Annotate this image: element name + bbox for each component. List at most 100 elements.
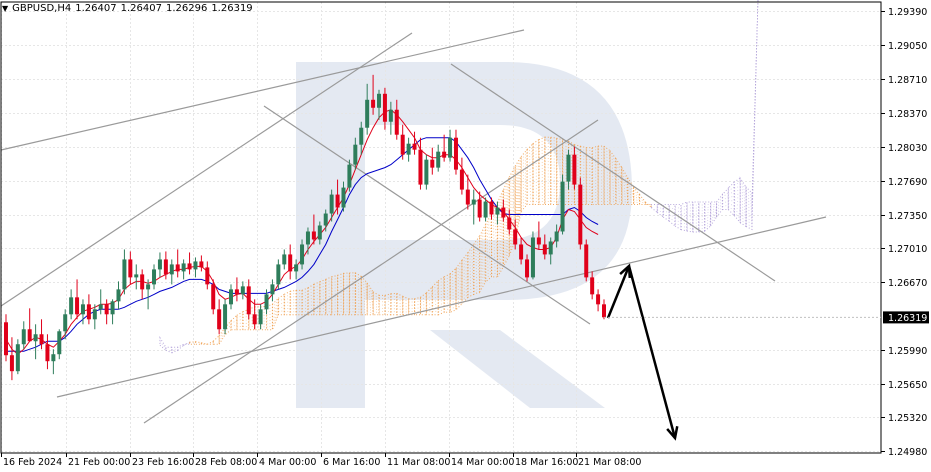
cloud-hatch [556, 174, 563, 176]
cloud-hatch [449, 271, 457, 278]
cloud-segment [639, 193, 646, 206]
cloud-hatch [520, 186, 528, 194]
cloud-hatch [331, 281, 338, 284]
cloud-hatch [615, 185, 622, 191]
cloud-hatch [384, 297, 391, 299]
cloud-hatch [503, 213, 510, 226]
cloud-hatch [479, 248, 486, 260]
cloud-segment [455, 258, 463, 312]
cloud-hatch [520, 195, 528, 203]
cloud-hatch [580, 170, 587, 172]
cloud-hatch [568, 155, 575, 160]
candle-body [63, 314, 68, 332]
cloud-hatch [698, 221, 705, 224]
cloud-hatch [592, 179, 599, 181]
cloud-hatch [325, 295, 332, 298]
cloud-segment [686, 201, 694, 233]
cloud-hatch [739, 204, 747, 211]
cloud-hatch [272, 312, 279, 327]
cloud-hatch [426, 290, 433, 297]
cloud-hatch [307, 287, 315, 292]
cloud-hatch [580, 179, 587, 181]
cloud-hatch [479, 269, 486, 281]
trendline [0, 29, 525, 151]
candle-body [353, 144, 358, 165]
cloud-hatch [426, 310, 433, 313]
cloud-hatch [514, 196, 522, 220]
cloud-hatch [592, 167, 599, 169]
cloud-hatch [574, 162, 581, 165]
cloud-hatch [603, 191, 610, 194]
cloud-hatch [444, 299, 451, 301]
cloud-segment [372, 290, 380, 316]
cloud-hatch [556, 140, 563, 143]
cloud-hatch [438, 286, 445, 291]
cloud-hatch [556, 168, 563, 170]
cloud-hatch [698, 227, 705, 230]
cloud-hatch [248, 322, 255, 325]
cloud-hatch [218, 329, 226, 339]
cloud-hatch [301, 300, 309, 303]
cloud-hatch [396, 305, 403, 308]
cloud-hatch [508, 191, 516, 205]
cloud-hatch [331, 299, 338, 301]
cloud-hatch [313, 301, 320, 303]
cloud-hatch [278, 310, 285, 312]
candle-body [602, 304, 606, 318]
cloud-segment [189, 341, 196, 345]
cloud-hatch [414, 300, 421, 303]
cloud-hatch [615, 191, 622, 196]
candle-body [98, 304, 103, 310]
cloud-hatch [444, 283, 451, 287]
cloud-hatch [621, 201, 628, 203]
cloud-hatch [716, 197, 723, 206]
cloud-hatch [313, 288, 320, 291]
collapse-triangle-icon[interactable]: ▼ [2, 4, 9, 13]
cloud-hatch [609, 180, 617, 185]
cloud-hatch [361, 299, 368, 303]
cloud-hatch [609, 177, 617, 182]
cloud-hatch [550, 158, 557, 160]
cloud-hatch [248, 316, 255, 319]
cloud-hatch [562, 154, 569, 156]
cloud-hatch [562, 142, 569, 145]
cloud-hatch [467, 267, 474, 274]
cloud-hatch [538, 167, 545, 170]
cloud-hatch [218, 332, 226, 342]
cloud-hatch [526, 160, 534, 166]
cloud-hatch [497, 257, 504, 269]
x-tick-label: 21 Mar 08:00 [578, 457, 641, 468]
cloud-hatch [686, 227, 693, 230]
cloud-hatch [603, 185, 611, 188]
candle-body [382, 93, 387, 122]
candle-body [258, 309, 263, 325]
cloud-hatch [497, 251, 504, 263]
cloud-hatch [396, 308, 403, 310]
cloud-hatch [680, 226, 687, 228]
cloud-hatch [562, 157, 569, 159]
cloud-hatch [556, 146, 563, 149]
cloud-hatch [722, 200, 729, 204]
cloud-hatch [710, 211, 717, 218]
cloud-segment [550, 136, 558, 206]
cloud-hatch [449, 274, 457, 281]
cloud-hatch [414, 307, 421, 309]
candle-body [9, 355, 14, 372]
cloud-hatch [497, 242, 504, 254]
cloud-hatch [355, 302, 362, 305]
cloud-hatch [242, 319, 249, 322]
candle-body [240, 286, 245, 295]
candle-body [116, 289, 121, 302]
cloud-hatch [242, 312, 249, 316]
cloud-segment [207, 340, 214, 345]
high-value: 1.26407 [120, 3, 162, 14]
y-tick-label: 1.25990 [888, 346, 927, 357]
cloud-hatch [704, 216, 711, 220]
candle-body [163, 259, 168, 275]
cloud-hatch [674, 222, 682, 227]
cloud-hatch [574, 165, 581, 167]
cloud-hatch [680, 212, 687, 215]
cloud-hatch [319, 288, 326, 292]
cloud-hatch [609, 198, 616, 200]
cloud-hatch [734, 185, 741, 189]
